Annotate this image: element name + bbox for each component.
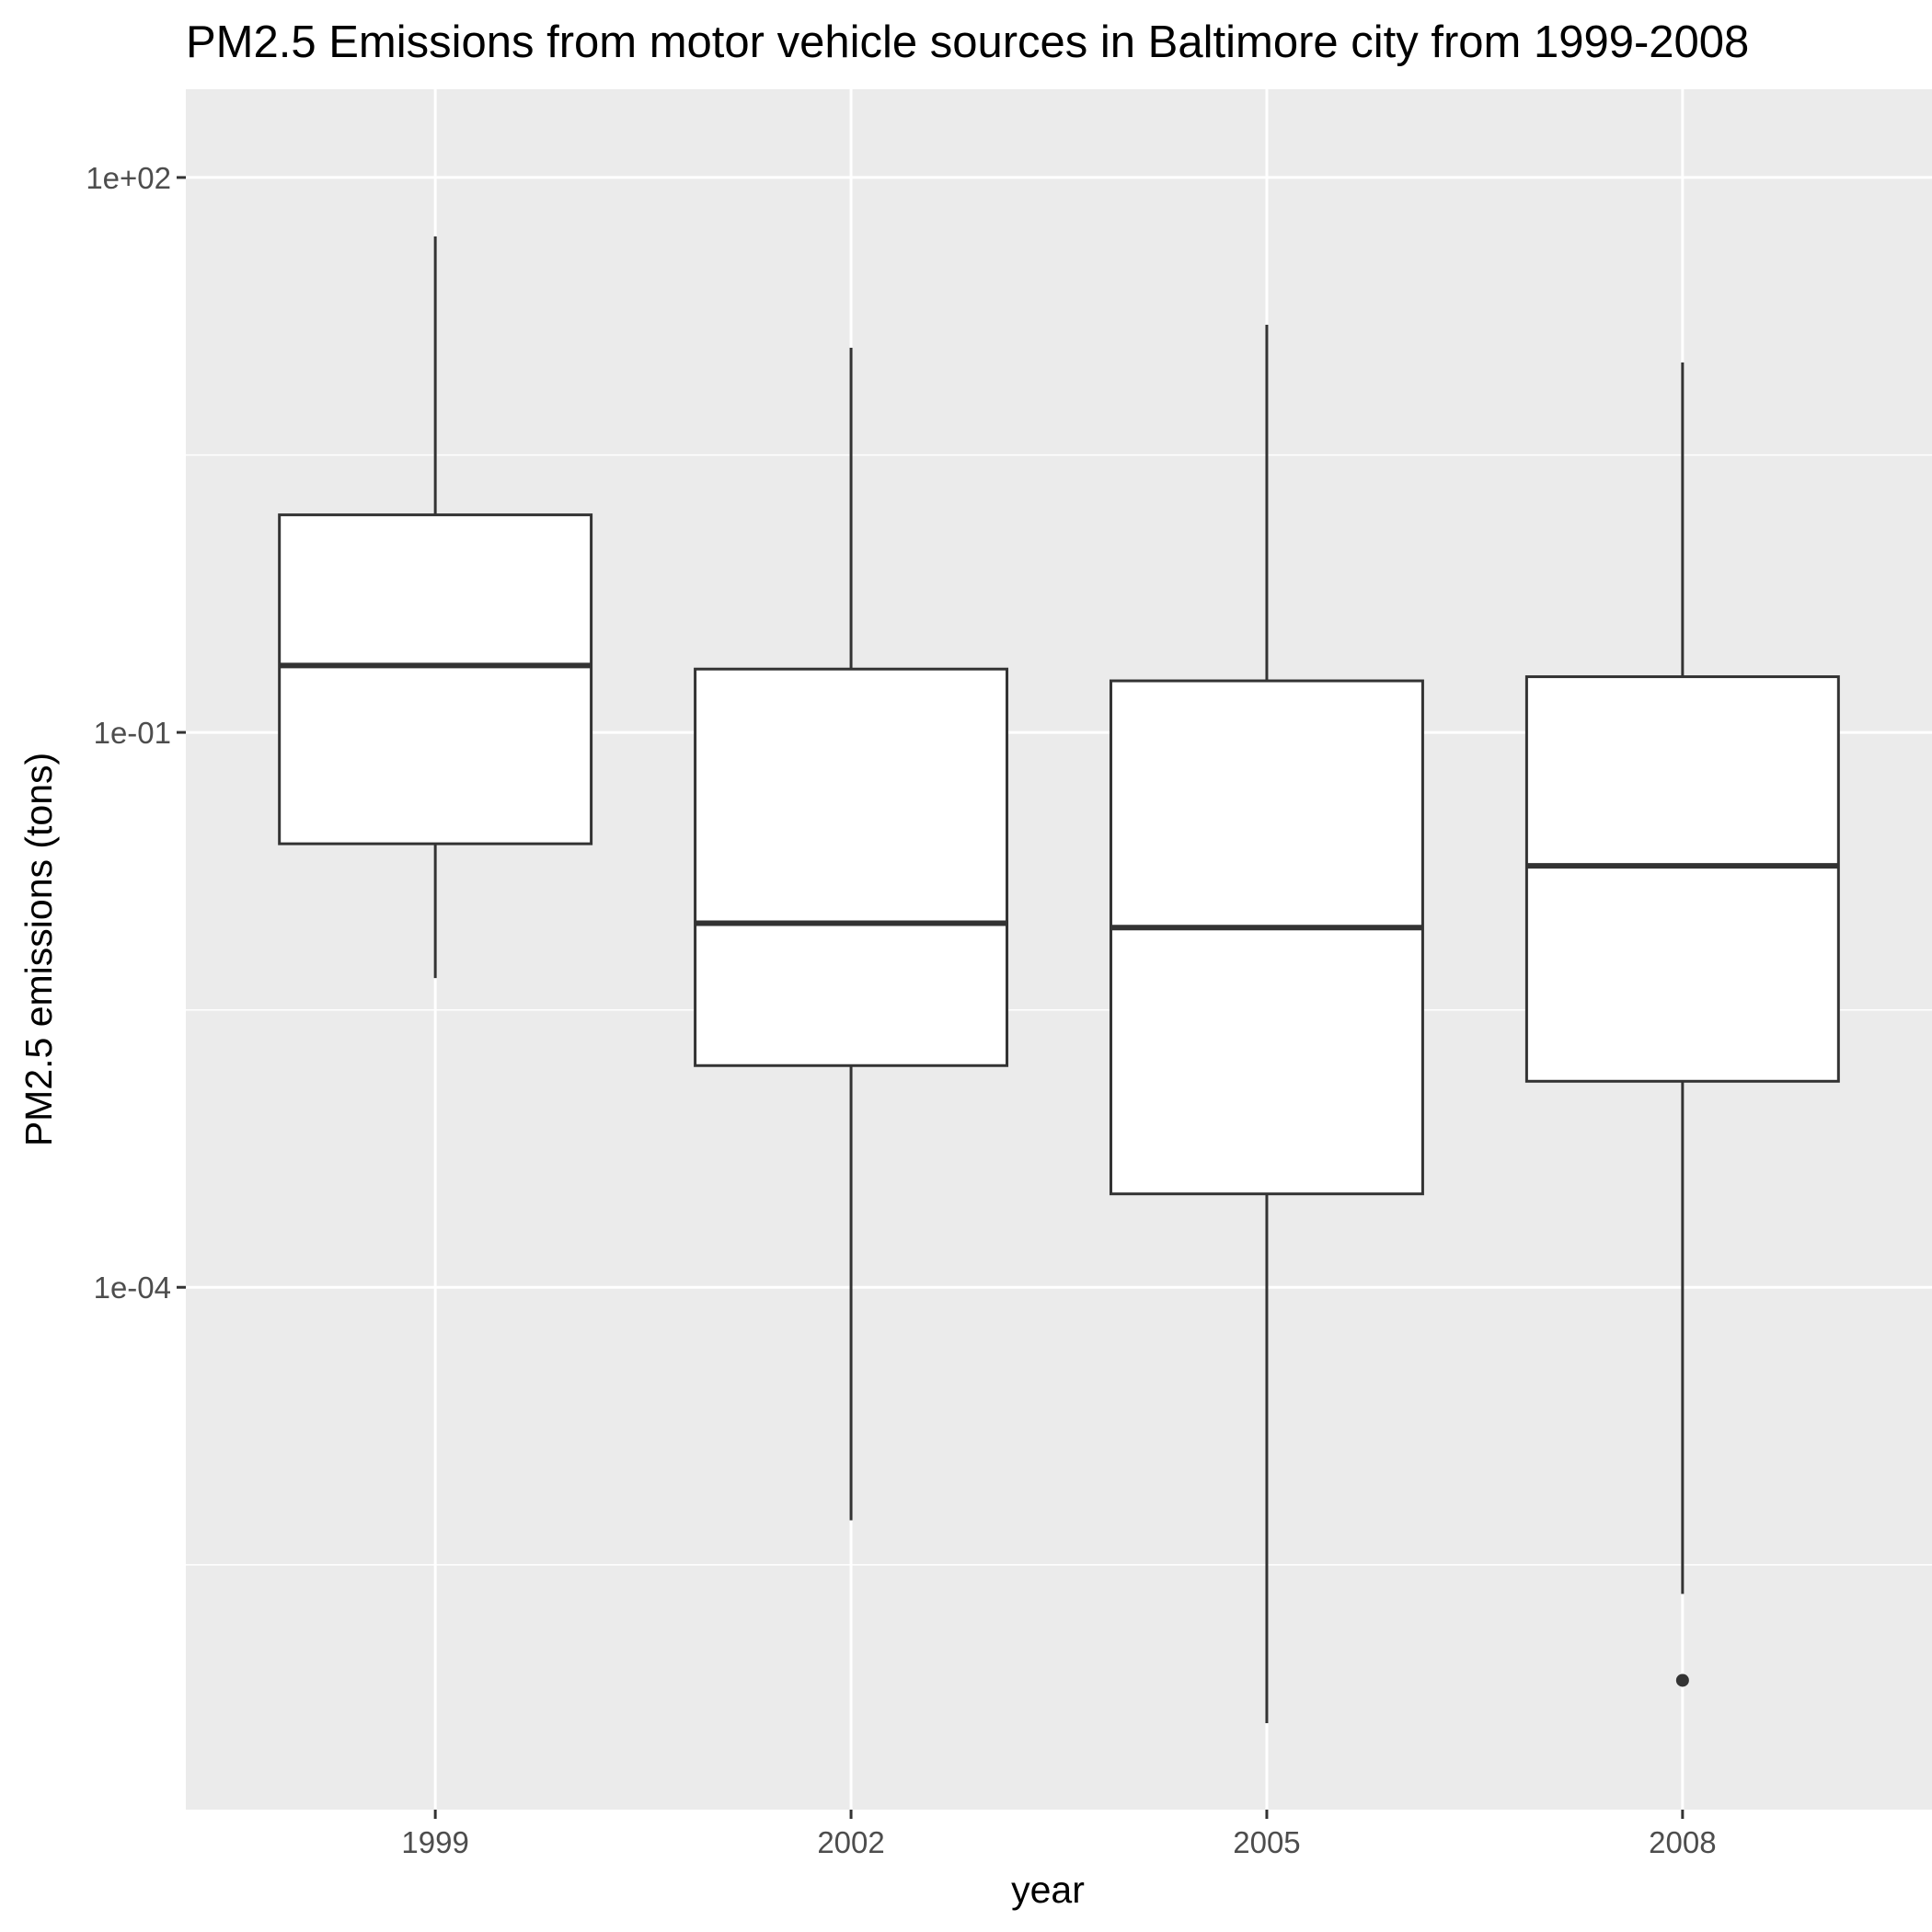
box-series bbox=[278, 236, 1840, 1724]
box-1999 bbox=[278, 236, 593, 979]
iqr-box-2002 bbox=[694, 667, 1009, 1067]
x-tick-label-2008: 2008 bbox=[1649, 1825, 1716, 1859]
box-2002 bbox=[694, 348, 1009, 1521]
y-axis-title: PM2.5 emissions (tons) bbox=[17, 753, 60, 1146]
x-tick-label-2005: 2005 bbox=[1233, 1825, 1300, 1859]
iqr-box-2008 bbox=[1524, 675, 1840, 1083]
box-2005 bbox=[1109, 324, 1424, 1724]
y-tick-label-0: 1e+02 bbox=[86, 161, 171, 195]
iqr-box-2005 bbox=[1109, 679, 1424, 1196]
y-axis: 1e+02 1e-01 1e-04 bbox=[86, 161, 186, 1305]
chart-title: PM2.5 Emissions from motor vehicle sourc… bbox=[186, 17, 1749, 67]
iqr-box-1999 bbox=[278, 513, 593, 845]
x-axis: 1999 2002 2005 2008 bbox=[401, 1810, 1717, 1859]
x-tick-label-1999: 1999 bbox=[401, 1825, 468, 1859]
outlier-point-2008-0 bbox=[1675, 1673, 1689, 1687]
y-tick-label-1: 1e-01 bbox=[94, 716, 171, 750]
box-2008 bbox=[1524, 362, 1840, 1687]
x-axis-title: year bbox=[1011, 1869, 1085, 1911]
y-tick-label-2: 1e-04 bbox=[94, 1271, 171, 1305]
x-tick-label-2002: 2002 bbox=[817, 1825, 884, 1859]
